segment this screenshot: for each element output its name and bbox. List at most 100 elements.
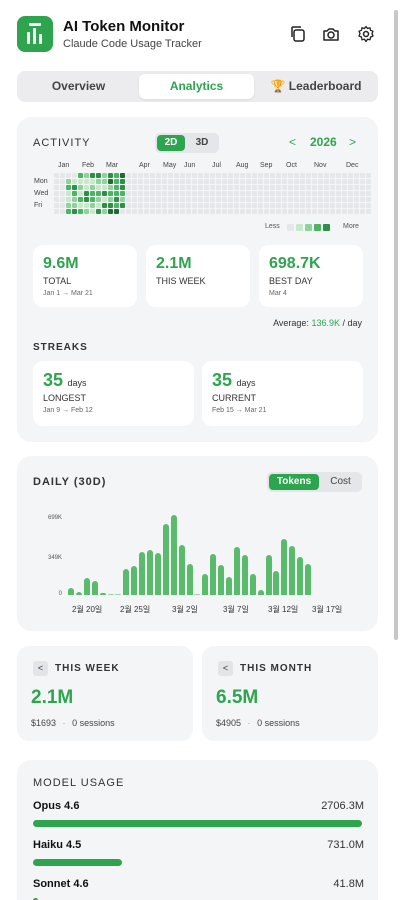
heatmap-cell[interactable] <box>162 197 167 202</box>
heatmap-cell[interactable] <box>210 179 215 184</box>
heatmap-cell[interactable] <box>132 185 137 190</box>
heatmap-cell[interactable] <box>282 197 287 202</box>
heatmap-cell[interactable] <box>54 173 59 178</box>
tab-leaderboard[interactable]: 🏆 Leaderboard <box>257 74 375 99</box>
heatmap-cell[interactable] <box>84 191 89 196</box>
heatmap-cell[interactable] <box>150 191 155 196</box>
heatmap-cell[interactable] <box>198 209 203 214</box>
heatmap-cell[interactable] <box>240 197 245 202</box>
heatmap-cell[interactable] <box>60 173 65 178</box>
heatmap-cell[interactable] <box>270 203 275 208</box>
heatmap-cell[interactable] <box>84 197 89 202</box>
heatmap-cell[interactable] <box>300 209 305 214</box>
daily-bar[interactable] <box>170 515 177 595</box>
heatmap-cell[interactable] <box>258 203 263 208</box>
heatmap-cell[interactable] <box>180 185 185 190</box>
heatmap-cell[interactable] <box>78 203 83 208</box>
heatmap-cell[interactable] <box>180 173 185 178</box>
heatmap-cell[interactable] <box>114 185 119 190</box>
heatmap-cell[interactable] <box>366 209 371 214</box>
heatmap-cell[interactable] <box>246 185 251 190</box>
heatmap-cell[interactable] <box>150 173 155 178</box>
heatmap-cell[interactable] <box>270 185 275 190</box>
heatmap-cell[interactable] <box>156 191 161 196</box>
heatmap-cell[interactable] <box>96 209 101 214</box>
heatmap-cell[interactable] <box>222 197 227 202</box>
heatmap-cell[interactable] <box>168 173 173 178</box>
heatmap-cell[interactable] <box>204 185 209 190</box>
daily-bar[interactable] <box>68 588 74 595</box>
heatmap-cell[interactable] <box>54 203 59 208</box>
heatmap-cell[interactable] <box>270 209 275 214</box>
heatmap-cell[interactable] <box>210 185 215 190</box>
heatmap-cell[interactable] <box>366 197 371 202</box>
heatmap-cell[interactable] <box>360 203 365 208</box>
heatmap-cell[interactable] <box>258 191 263 196</box>
heatmap-cell[interactable] <box>240 191 245 196</box>
heatmap-cell[interactable] <box>354 197 359 202</box>
heatmap-cell[interactable] <box>276 179 281 184</box>
heatmap-cell[interactable] <box>294 179 299 184</box>
heatmap-cell[interactable] <box>132 209 137 214</box>
heatmap-cell[interactable] <box>360 173 365 178</box>
heatmap-cell[interactable] <box>228 179 233 184</box>
heatmap-cell[interactable] <box>114 173 119 178</box>
daily-bar[interactable] <box>249 574 256 595</box>
heatmap-cell[interactable] <box>108 197 113 202</box>
heatmap-cell[interactable] <box>66 173 71 178</box>
heatmap-cell[interactable] <box>156 173 161 178</box>
heatmap-cell[interactable] <box>78 179 83 184</box>
heatmap-cell[interactable] <box>306 209 311 214</box>
heatmap-cell[interactable] <box>222 179 227 184</box>
heatmap-cell[interactable] <box>114 209 119 214</box>
heatmap-cell[interactable] <box>174 191 179 196</box>
heatmap-cell[interactable] <box>222 209 227 214</box>
heatmap-cell[interactable] <box>120 197 125 202</box>
heatmap-cell[interactable] <box>84 203 89 208</box>
heatmap-cell[interactable] <box>162 179 167 184</box>
heatmap-cell[interactable] <box>348 203 353 208</box>
heatmap-cell[interactable] <box>84 185 89 190</box>
heatmap-cell[interactable] <box>294 197 299 202</box>
heatmap-cell[interactable] <box>276 191 281 196</box>
heatmap-cell[interactable] <box>228 191 233 196</box>
heatmap-cell[interactable] <box>144 209 149 214</box>
heatmap-cell[interactable] <box>366 203 371 208</box>
heatmap-cell[interactable] <box>84 179 89 184</box>
heatmap-cell[interactable] <box>180 179 185 184</box>
heatmap-cell[interactable] <box>276 197 281 202</box>
year-next-button[interactable]: > <box>349 135 357 149</box>
heatmap-cell[interactable] <box>306 191 311 196</box>
daily-bar[interactable] <box>297 557 304 595</box>
heatmap-cell[interactable] <box>66 191 71 196</box>
heatmap-cell[interactable] <box>150 185 155 190</box>
heatmap-cell[interactable] <box>96 173 101 178</box>
tokens-toggle-button[interactable]: Tokens <box>269 474 319 490</box>
heatmap-cell[interactable] <box>150 209 155 214</box>
heatmap-cell[interactable] <box>234 197 239 202</box>
heatmap-cell[interactable] <box>54 179 59 184</box>
heatmap-cell[interactable] <box>264 191 269 196</box>
heatmap-cell[interactable] <box>186 209 191 214</box>
heatmap-cell[interactable] <box>156 203 161 208</box>
heatmap-cell[interactable] <box>72 197 77 202</box>
heatmap-cell[interactable] <box>258 185 263 190</box>
heatmap-cell[interactable] <box>300 185 305 190</box>
daily-bar[interactable] <box>147 550 153 595</box>
heatmap-cell[interactable] <box>72 179 77 184</box>
heatmap-cell[interactable] <box>360 197 365 202</box>
heatmap-cell[interactable] <box>282 173 287 178</box>
heatmap-cell[interactable] <box>264 173 269 178</box>
heatmap-cell[interactable] <box>198 191 203 196</box>
heatmap-cell[interactable] <box>72 173 77 178</box>
heatmap-cell[interactable] <box>102 185 107 190</box>
heatmap-cell[interactable] <box>336 197 341 202</box>
heatmap-cell[interactable] <box>60 185 65 190</box>
heatmap-cell[interactable] <box>228 209 233 214</box>
daily-bar[interactable] <box>91 581 98 595</box>
heatmap-cell[interactable] <box>60 197 65 202</box>
heatmap-cell[interactable] <box>246 173 251 178</box>
daily-bar[interactable] <box>75 592 82 595</box>
heatmap-cell[interactable] <box>318 197 323 202</box>
tab-analytics[interactable]: Analytics <box>139 74 254 99</box>
